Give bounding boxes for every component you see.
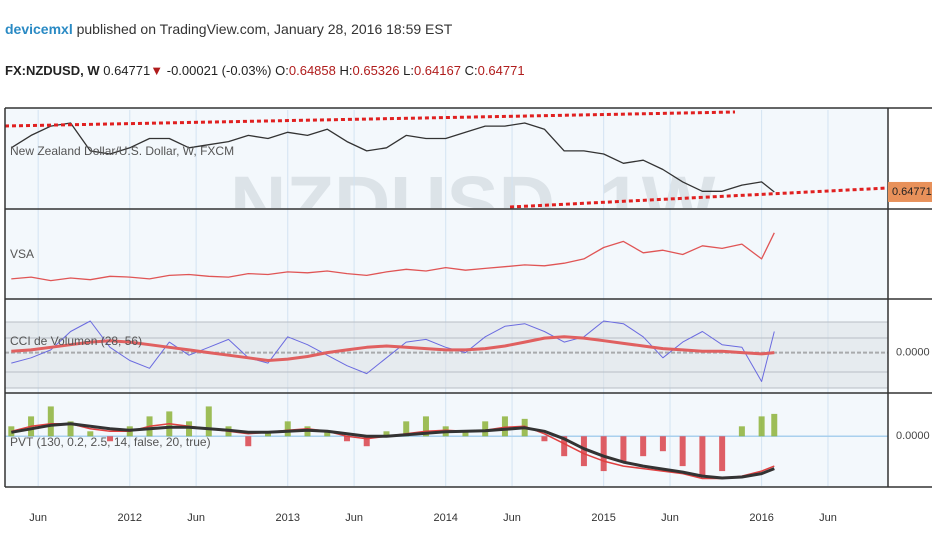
cci-band [5, 322, 888, 388]
x-tick-label: 2013 [276, 512, 300, 524]
price-label: 0.64771 [892, 186, 932, 198]
histogram-bar [771, 413, 778, 437]
series-line [11, 422, 775, 480]
histogram-bar [284, 421, 291, 437]
pane-label: PVT (130, 0.2, 2.5, 14, false, 20, true) [10, 435, 211, 449]
published: published on TradingView.com, January 28… [77, 21, 453, 37]
histogram-bar [738, 426, 745, 437]
last: 0.64771 [103, 63, 150, 78]
pane-borders [4, 107, 932, 488]
histogram-bar [482, 421, 489, 437]
author: devicemxl [5, 21, 73, 37]
x-tick-label: Jun [503, 512, 521, 524]
low: 0.64167 [414, 63, 461, 78]
histogram-bar [403, 421, 410, 437]
x-tick-label: Jun [819, 512, 837, 524]
x-tick-label: Jun [29, 512, 47, 524]
histogram-bar [245, 436, 252, 447]
close-label: C: [465, 63, 478, 78]
change: -0.00021 (-0.03%) [167, 63, 272, 78]
publish-line: devicemxl published on TradingView.com, … [5, 21, 453, 37]
histogram-bar [343, 436, 350, 442]
x-tick-label: 2015 [591, 512, 615, 524]
watermark: NZDUSD, 1W [230, 160, 716, 248]
histogram-bar [679, 436, 686, 467]
histogram-bar [363, 436, 370, 447]
price-label-box [888, 181, 932, 202]
histogram-bar [107, 436, 114, 442]
x-tick-label: Jun [661, 512, 679, 524]
trend-line [4, 110, 736, 128]
x-tick-label: 2012 [118, 512, 142, 524]
symbol-line: FX:NZDUSD, W 0.64771▼ -0.00021 (-0.03%) … [5, 63, 525, 78]
open: 0.64858 [289, 63, 336, 78]
y-tick-label: 0.0000 [896, 346, 930, 358]
histogram-bar [640, 436, 647, 457]
histogram-bar [422, 416, 429, 437]
histogram-bar [758, 416, 765, 437]
histogram-bar [719, 436, 726, 472]
trend-line [509, 186, 889, 209]
histogram-bar [620, 436, 627, 462]
histogram-bar [659, 436, 666, 452]
pane-label: New Zealand Dollar/U.S. Dollar, W, FXCM [10, 144, 234, 158]
histogram-bar [561, 436, 568, 457]
histogram-bar [541, 436, 548, 442]
histogram-bar [699, 436, 706, 477]
x-tick-label: 2014 [433, 512, 457, 524]
x-tick-label: 2016 [749, 512, 773, 524]
series-line [11, 232, 775, 282]
pane-label: VSA [10, 247, 34, 261]
histogram-bar [383, 431, 390, 437]
histogram-bar [186, 421, 193, 437]
histogram-bar [87, 431, 94, 437]
close: 0.64771 [478, 63, 525, 78]
series-line [11, 335, 775, 362]
symbol: FX:NZDUSD, W [5, 63, 100, 78]
low-label: L: [403, 63, 414, 78]
x-tick-label: Jun [345, 512, 363, 524]
arrow: ▼ [150, 63, 163, 78]
histogram-bar [67, 421, 74, 437]
histogram-bar [580, 436, 587, 467]
x-tick-label: Jun [187, 512, 205, 524]
histogram-bar [47, 406, 54, 437]
pane-label: CCI de Volumen (28, 56) [10, 334, 142, 348]
y-tick-label: 0.0000 [896, 430, 930, 442]
histogram-bar [600, 436, 607, 472]
high-label: H: [340, 63, 353, 78]
high: 0.65326 [353, 63, 400, 78]
histogram-bar [501, 416, 508, 437]
series-line [10, 122, 775, 193]
histogram-bar [324, 431, 331, 437]
histogram-bar [205, 406, 212, 437]
histogram-bar [462, 431, 469, 437]
open-label: O: [275, 63, 289, 78]
